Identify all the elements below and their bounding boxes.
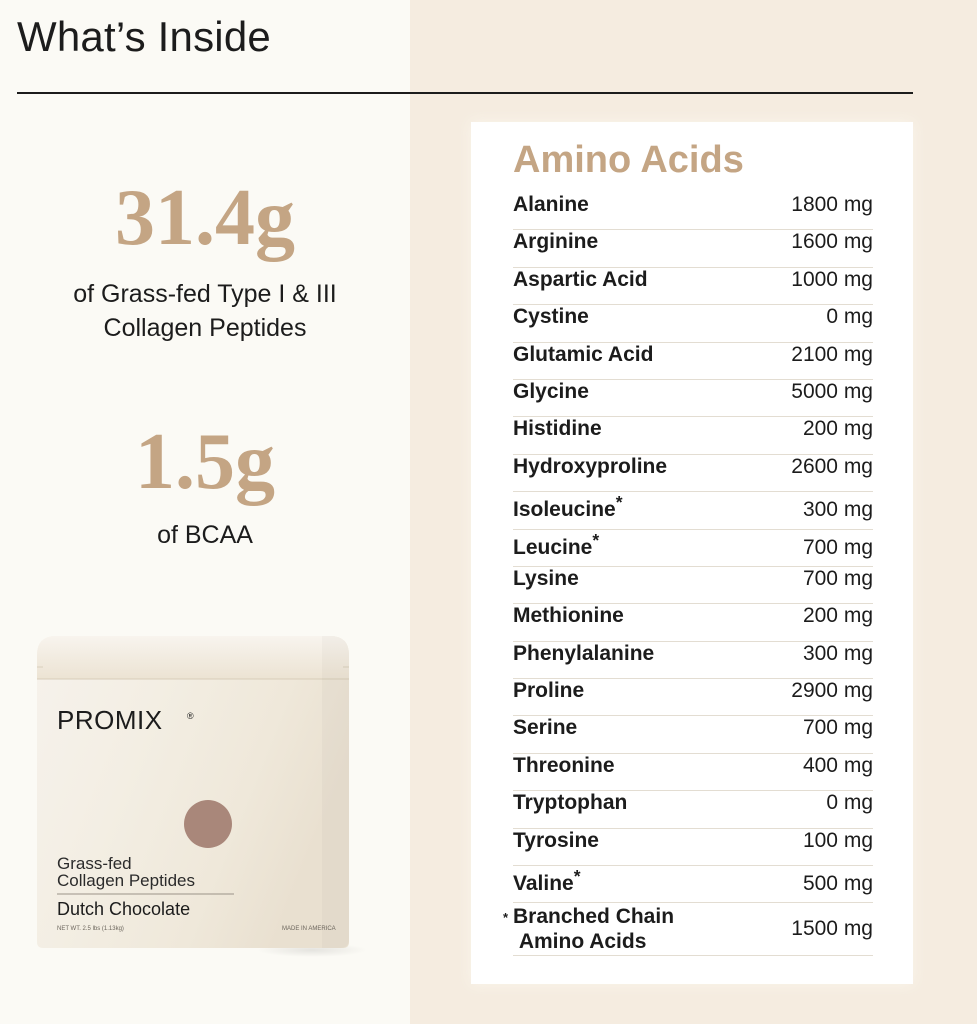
svg-text:®: ® (187, 711, 194, 721)
svg-text:PROMIX: PROMIX (57, 705, 163, 735)
svg-text:MADE IN AMERICA: MADE IN AMERICA (282, 926, 336, 932)
svg-text:NET WT. 2.5 lbs (1.13kg): NET WT. 2.5 lbs (1.13kg) (57, 926, 124, 932)
svg-text:Dutch Chocolate: Dutch Chocolate (57, 899, 190, 919)
svg-text:Collagen Peptides: Collagen Peptides (57, 871, 195, 890)
